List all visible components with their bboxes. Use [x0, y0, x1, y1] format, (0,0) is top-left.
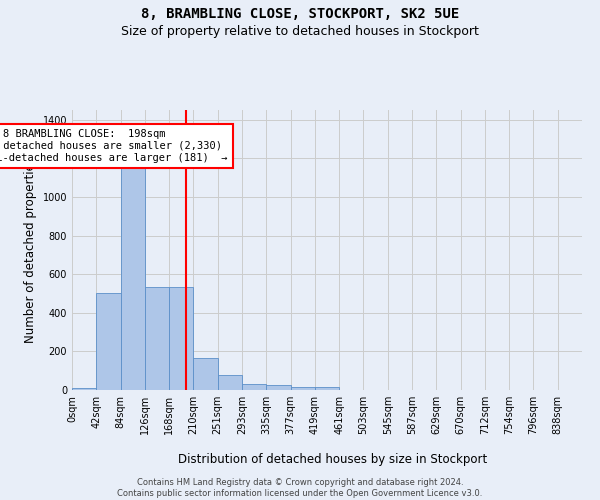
Text: 8 BRAMBLING CLOSE:  198sqm
← 93% of detached houses are smaller (2,330)
7% of se: 8 BRAMBLING CLOSE: 198sqm ← 93% of detac…	[0, 130, 228, 162]
Y-axis label: Number of detached properties: Number of detached properties	[24, 157, 37, 343]
Bar	[145, 286, 169, 390]
Bar	[96, 294, 121, 390]
Bar	[290, 387, 315, 390]
Bar	[266, 385, 290, 390]
Text: Contains HM Land Registry data © Crown copyright and database right 2024.
Contai: Contains HM Land Registry data © Crown c…	[118, 478, 482, 498]
Bar	[169, 286, 193, 390]
Bar	[193, 358, 218, 390]
Bar	[218, 374, 242, 390]
Bar	[242, 384, 266, 390]
Bar	[315, 387, 339, 390]
Bar	[72, 388, 96, 390]
Text: 8, BRAMBLING CLOSE, STOCKPORT, SK2 5UE: 8, BRAMBLING CLOSE, STOCKPORT, SK2 5UE	[141, 8, 459, 22]
Text: Distribution of detached houses by size in Stockport: Distribution of detached houses by size …	[178, 452, 488, 466]
Bar	[121, 152, 145, 390]
Text: Size of property relative to detached houses in Stockport: Size of property relative to detached ho…	[121, 25, 479, 38]
